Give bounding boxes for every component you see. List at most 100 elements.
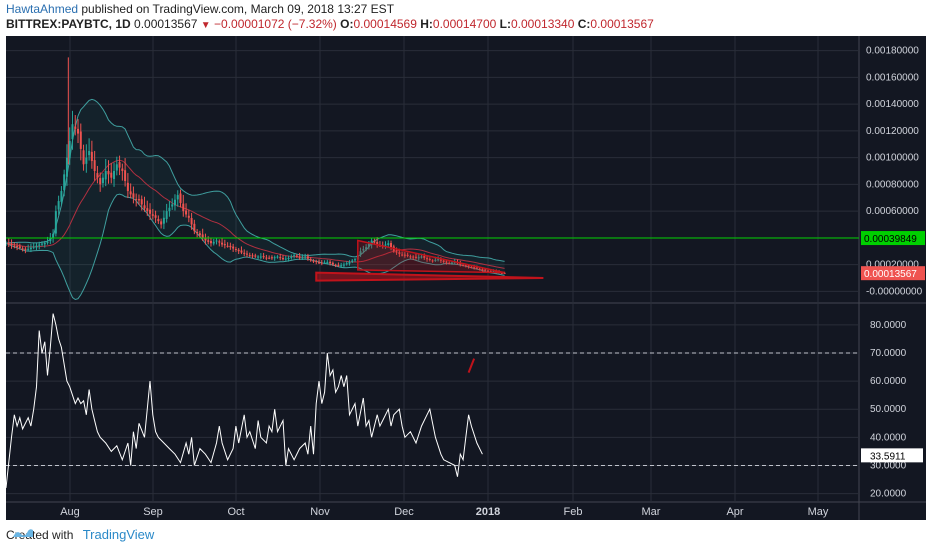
candle-body [32,246,35,248]
last-price-label-box [861,266,925,281]
rsi-tick-label: 20.0000 [870,489,907,500]
bollinger-lower-line [6,193,505,301]
candle-body [276,256,279,258]
candle-body [229,245,232,248]
candle-body [24,248,27,250]
candle-body [270,257,273,259]
candle-body [171,204,174,207]
candle-body [406,254,409,256]
y-tick-label: -0.00000000 [866,286,923,297]
candle-body [54,211,57,234]
candle-body [60,191,63,202]
candle-body [63,174,66,191]
triangle-pattern [357,239,505,274]
x-tick-label: Oct [227,506,244,518]
candle-body [320,262,323,264]
rsi-tick-label: 30.0000 [870,460,907,471]
candle-body [137,199,140,201]
candle-body [126,182,129,192]
y-tick-label: 0.00020000 [866,260,919,271]
candle-body [486,270,489,272]
candle-body [38,244,41,246]
candle-body [420,256,423,258]
candle-body [445,261,448,263]
candle-body [390,243,393,248]
candle-body [464,265,467,267]
candle-body [459,263,462,265]
y-tick-label: 0.00060000 [866,206,919,217]
down-arrow-icon: ▼ [200,20,211,31]
tradingview-brand[interactable]: TradingView [82,527,155,542]
candle-body [154,215,157,218]
candle-body [165,211,168,219]
candle-body [129,191,132,195]
candle-body [176,195,179,200]
published-text: published on TradingView.com, March 09, … [78,2,395,16]
candle-body [473,267,476,269]
candle-body [295,255,298,257]
candle-body [88,150,91,156]
bollinger-band-fill [6,99,505,300]
x-tick-label: Aug [60,506,80,518]
candle-body [265,257,268,259]
candle-body [204,238,207,241]
candle-body [16,246,19,248]
candle-body [179,193,182,204]
candle-body [282,258,284,260]
candle-body [437,259,440,261]
chart-area[interactable]: Aug Sep Oct Nov Dec 2018 Feb Mar Apr May 0.0018000… [6,36,926,520]
candle-body [226,245,229,247]
x-tick-label: Sep [143,506,163,518]
author-link[interactable]: HawtaAhmed [6,2,79,16]
candle-body [426,258,429,260]
candle-body [395,251,398,253]
candle-body [475,267,478,269]
candle-body [232,246,235,249]
candle-body [41,243,44,245]
candle-body [431,260,434,262]
chart-svg[interactable]: Aug Sep Oct Nov Dec 2018 Feb Mar Apr May 0.0018000… [6,36,926,520]
price-change: −0.00001072 (−7.32%) [214,17,337,31]
candle-body [52,233,55,239]
bollinger-basis-line [6,159,505,269]
candle-body [187,215,190,218]
candle-body [367,243,370,247]
y-tick-label: 0.00100000 [866,153,919,164]
candle-body [35,245,38,248]
candle-body [135,199,138,201]
close-label: C: [577,17,591,31]
candle-body [481,269,484,271]
candle-body [182,203,185,212]
candle-body [96,173,99,178]
candle-body [287,257,290,260]
rsi-tick-label: 70.0000 [870,348,907,359]
candle-body [254,255,257,257]
candle-body [234,248,237,250]
candle-body [428,259,431,261]
candle-body [409,256,412,258]
candle-body [196,231,199,234]
candle-body [251,255,254,257]
x-tick-label: Nov [310,506,330,518]
candle-body [115,164,118,171]
candle-body [423,255,426,258]
candle-body [68,140,71,159]
candle-body [268,257,271,259]
candle-body [362,249,365,251]
candle-body [245,253,248,255]
candle-body [173,199,176,206]
candle-body [417,257,420,259]
candle-body [223,244,226,246]
horizontal-line-label-box [861,231,925,246]
candle-body [462,265,465,267]
candle-body [46,241,49,243]
candle-body [212,241,215,244]
candle-body [57,201,60,210]
candle-body [387,243,390,246]
y-tick-label: 0.00120000 [866,126,919,137]
candle-body [107,171,110,175]
candle-body [354,259,357,261]
y-tick-label: 0.00140000 [866,99,919,110]
close-value: 0.00013567 [590,17,654,31]
candle-body [132,193,135,198]
